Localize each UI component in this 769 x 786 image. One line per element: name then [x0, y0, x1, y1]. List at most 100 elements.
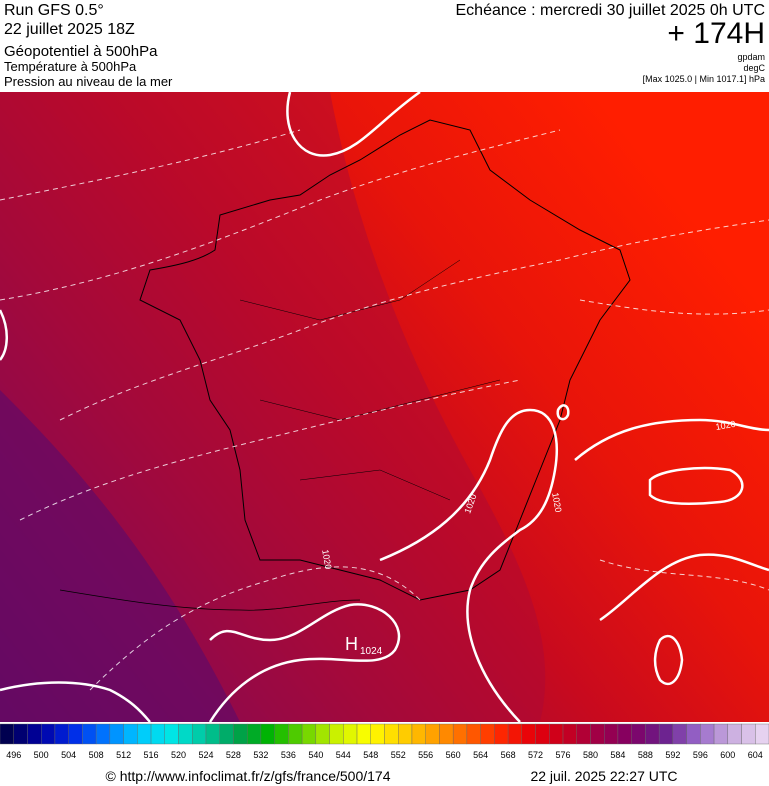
color-swatch [288, 723, 303, 745]
color-swatch [507, 723, 523, 745]
colorbar-label: 556 [418, 750, 433, 760]
colorbar-label: 548 [363, 750, 378, 760]
colorbar-label: 508 [89, 750, 104, 760]
color-swatch [741, 723, 756, 745]
source-url: © http://www.infoclimat.fr/z/gfs/france/… [106, 768, 391, 784]
isobars [0, 90, 769, 723]
colorbar-label: 528 [226, 750, 241, 760]
color-swatch [54, 723, 69, 745]
colorbar-label: 560 [446, 750, 461, 760]
colorbar-label: 544 [336, 750, 351, 760]
color-swatch [590, 723, 605, 745]
colorbar-label: 588 [638, 750, 653, 760]
color-swatch [672, 723, 687, 745]
color-swatch [109, 723, 124, 745]
colorbar-label: 576 [556, 750, 571, 760]
map-area: 1020 1020 1020 1020 H 1024 [0, 90, 769, 723]
field-name: Pression au niveau de la mer [4, 74, 173, 89]
color-swatch [466, 723, 481, 745]
color-swatch [68, 723, 83, 745]
isobar-label: 1020 [550, 492, 563, 513]
color-swatch [521, 723, 536, 745]
color-swatch [343, 723, 358, 745]
color-swatch [617, 723, 632, 745]
generated-time: 22 juil. 2025 22:27 UTC [530, 768, 677, 784]
colorbar-label: 592 [665, 750, 680, 760]
color-swatch [178, 723, 193, 745]
field-name: Géopotentiel à 500hPa [4, 43, 158, 60]
temperature-band [0, 390, 240, 722]
color-swatch [535, 723, 550, 745]
lead-time: + 174H [667, 17, 765, 50]
colorbar-label: 540 [308, 750, 323, 760]
colorbar-label: 520 [171, 750, 186, 760]
color-swatch [219, 723, 234, 745]
color-swatch [549, 723, 564, 745]
color-swatch [494, 723, 509, 745]
color-swatch [686, 723, 701, 745]
high-marker: H [345, 634, 358, 654]
color-swatch [439, 723, 454, 745]
border [59, 589, 361, 611]
colorbar-label: 512 [116, 750, 131, 760]
isobar-label: 1020 [320, 549, 333, 570]
color-swatch [27, 723, 42, 745]
colorbar: 496 500 504 508 512 516 520 524 528 532 536 540 544 5… [0, 723, 769, 760]
colorbar-label: 568 [501, 750, 516, 760]
colorbar-label: 604 [748, 750, 763, 760]
color-swatch [82, 723, 97, 745]
color-swatch [398, 723, 413, 745]
colorbar-label: 532 [253, 750, 268, 760]
colorbar-label: 596 [693, 750, 708, 760]
color-swatch [411, 723, 426, 745]
color-swatch [150, 723, 165, 745]
color-swatch [123, 723, 138, 745]
color-swatch [40, 723, 56, 745]
unit: degC [743, 63, 765, 73]
color-swatch [315, 723, 330, 745]
high-value: 1024 [360, 646, 383, 657]
color-swatch [755, 723, 769, 745]
run-date: 22 juillet 2025 18Z [4, 21, 135, 38]
color-swatch [700, 723, 715, 745]
color-swatch [329, 723, 344, 745]
color-swatch [192, 723, 207, 745]
color-swatch [233, 723, 248, 745]
colorbar-label: 504 [61, 750, 76, 760]
color-swatch [384, 723, 399, 745]
color-swatch [137, 723, 152, 745]
unit: gpdam [737, 52, 765, 62]
color-swatch [274, 723, 289, 745]
color-swatch [164, 723, 179, 745]
color-swatch [713, 723, 729, 745]
color-swatch [246, 723, 262, 745]
color-swatch [480, 723, 495, 745]
color-swatch [645, 723, 660, 745]
colorbar-label: 564 [473, 750, 488, 760]
regions [239, 259, 501, 501]
run-title: Run GFS 0.5° [4, 2, 104, 19]
color-swatch [260, 723, 275, 745]
color-swatch [576, 723, 591, 745]
unit: [Max 1025.0 | Min 1017.1] hPa [643, 74, 765, 84]
color-swatch [370, 723, 385, 745]
france-outline [139, 119, 631, 601]
colorbar-label: 536 [281, 750, 296, 760]
color-swatch [562, 723, 577, 745]
colorbar-label: 516 [144, 750, 159, 760]
color-swatch [95, 723, 111, 745]
color-swatch [727, 723, 742, 745]
color-swatch [658, 723, 674, 745]
color-swatch [356, 723, 371, 745]
colorbar-label: 552 [391, 750, 406, 760]
colorbar-label: 584 [610, 750, 625, 760]
color-swatch [631, 723, 646, 745]
colorbar-label: 496 [6, 750, 21, 760]
isotherms [0, 129, 769, 691]
colorbar-label: 600 [720, 750, 735, 760]
colorbar-label: 572 [528, 750, 543, 760]
isobar-label: 1020 [715, 419, 736, 432]
field-name: Température à 500hPa [4, 59, 137, 74]
